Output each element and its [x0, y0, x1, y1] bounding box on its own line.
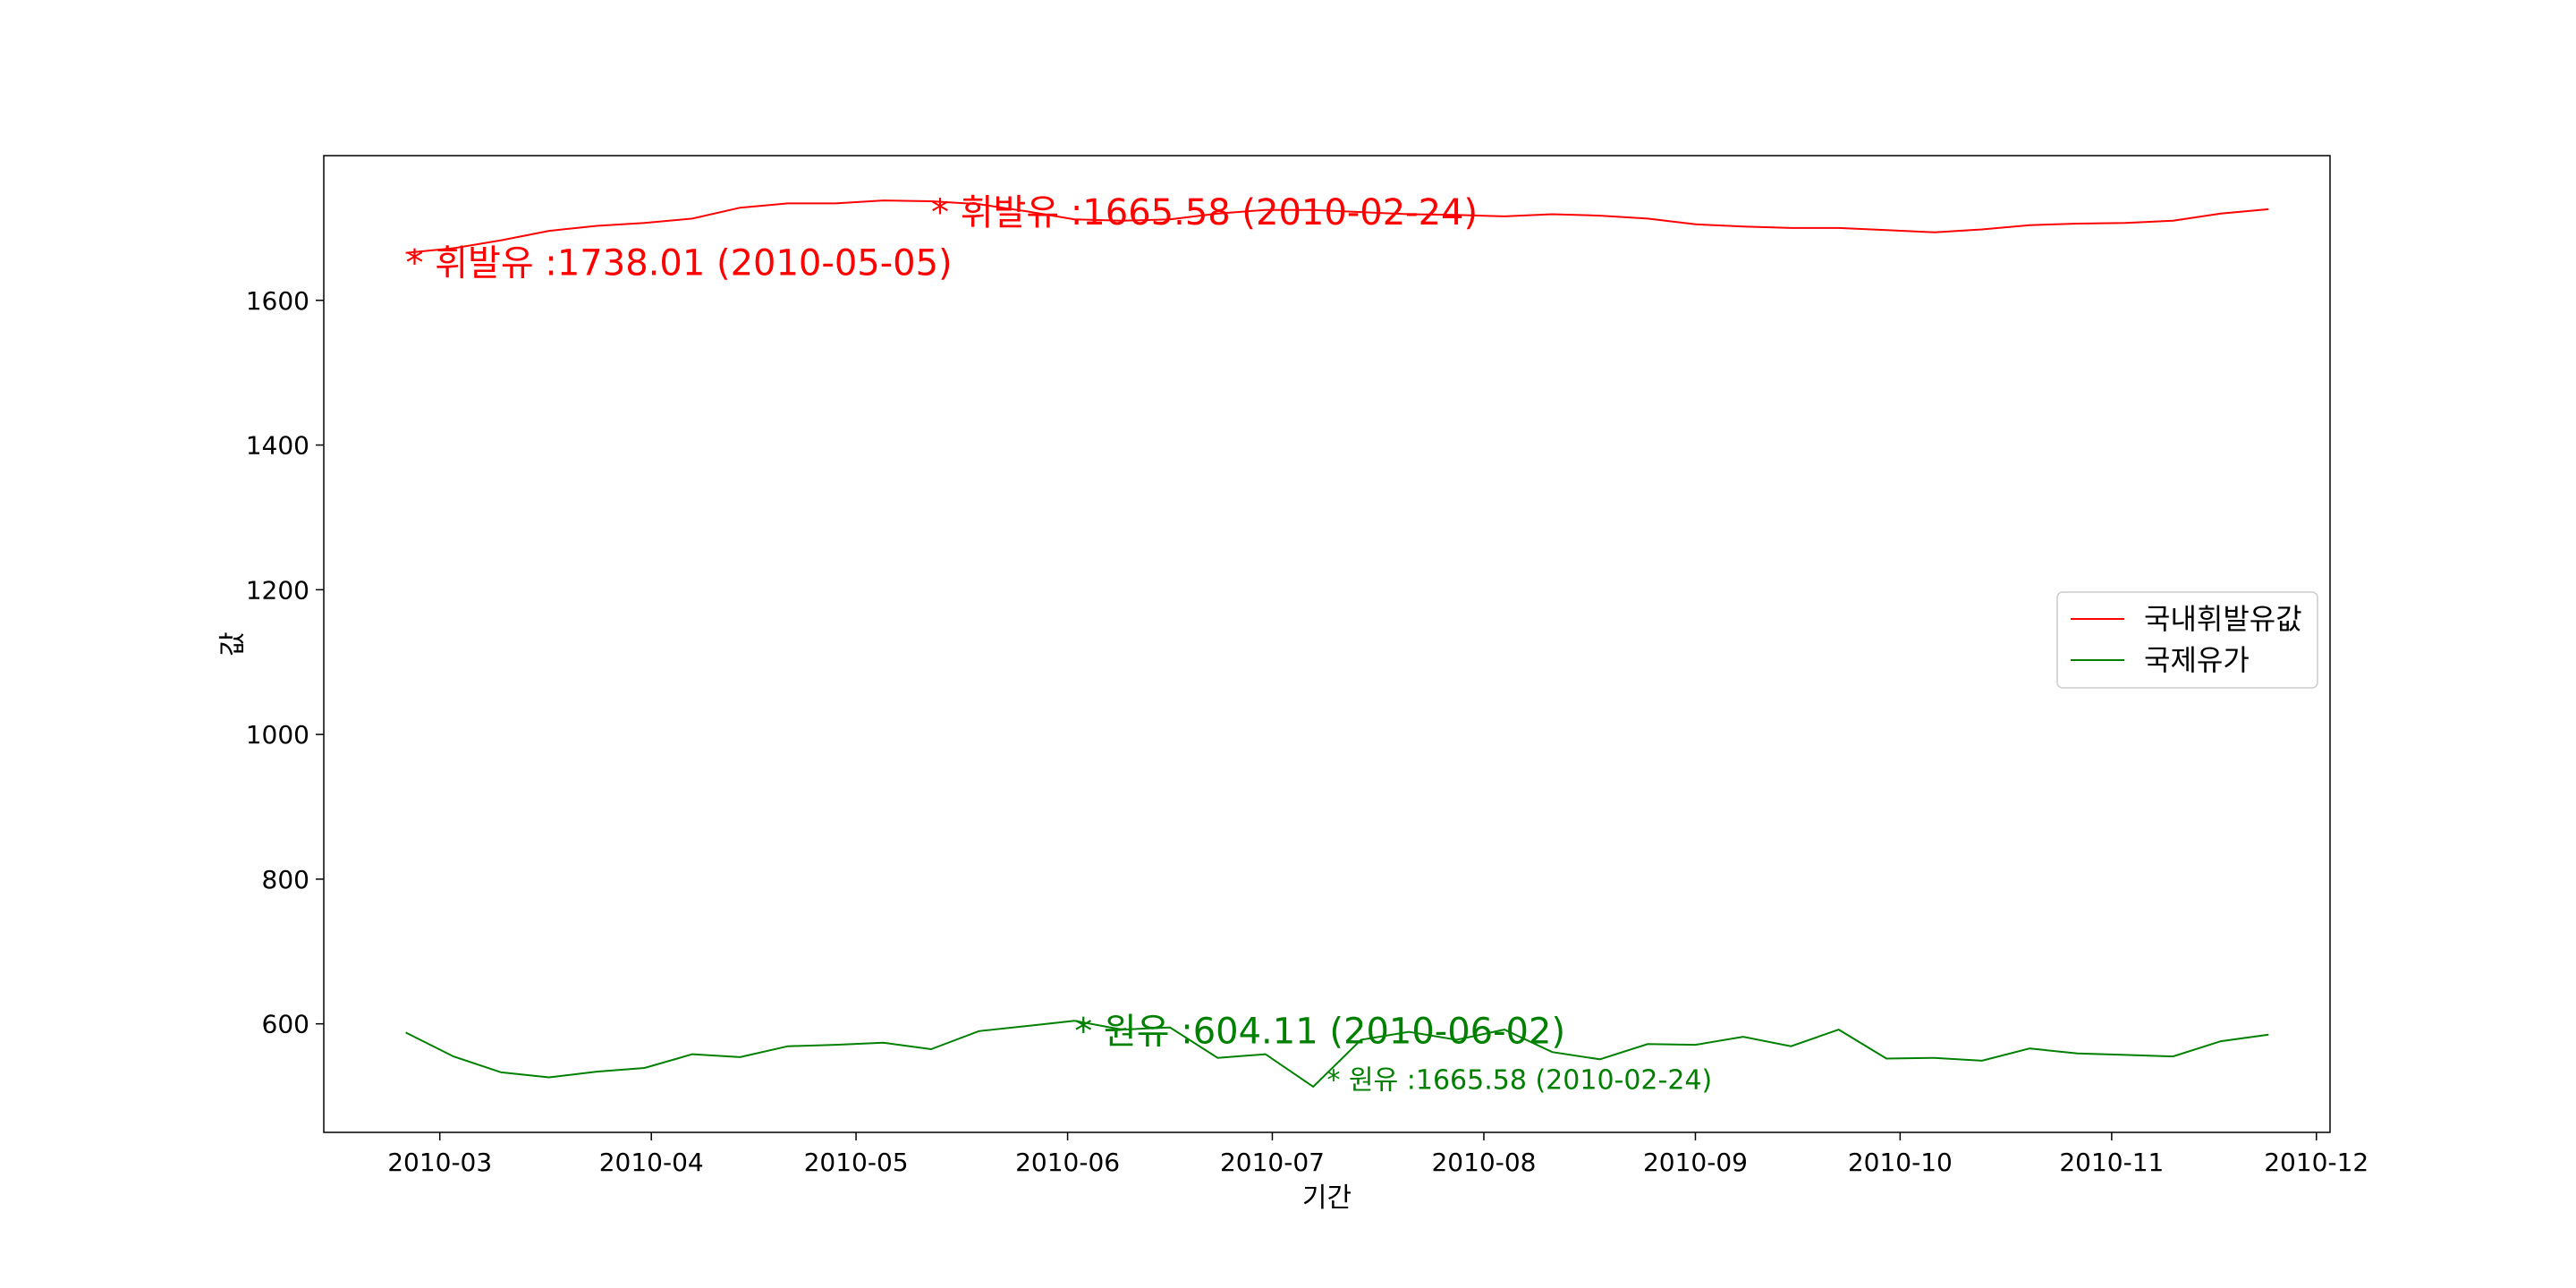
annotation-label: * 원유 :1665.58 (2010-02-24) [1327, 1064, 1713, 1096]
series-line-2 [405, 1020, 2269, 1089]
x-tick-label: 2010-09 [1643, 1148, 1748, 1177]
series-layer [405, 199, 2269, 1089]
y-tick-label: 1000 [246, 720, 309, 750]
series-line-1 [405, 199, 2269, 254]
y-axis: 600 800 1000 1200 1400 1600 [246, 286, 324, 1039]
y-tick-label: 1400 [246, 431, 309, 461]
annotation-layer: * 휘발유 :1665.58 (2010-02-24) * 휘발유 :1738.0… [406, 192, 1713, 1097]
plot-frame [323, 155, 2331, 1133]
y-axis-title: 값 [217, 631, 249, 657]
x-tick-label: 2010-08 [1431, 1148, 1536, 1177]
legend-box [2056, 591, 2318, 689]
x-axis: 2010-03 2010-04 2010-05 2010-06 2010-07 2010-… [387, 1132, 2368, 1177]
y-tick-label: 1200 [246, 575, 309, 605]
legend-label: 국내휘발유값 [2144, 602, 2302, 636]
x-tick-label: 2010-11 [2059, 1148, 2164, 1177]
x-tick-label: 2010-04 [599, 1148, 704, 1177]
legend-label: 국제유가 [2144, 643, 2250, 677]
annotation-label: * 휘발유 :1665.58 (2010-02-24) [931, 192, 1478, 233]
y-tick-label: 1600 [246, 286, 309, 316]
x-tick-label: 2010-03 [387, 1148, 492, 1177]
x-tick-label: 2010-07 [1220, 1148, 1325, 1177]
x-tick-label: 2010-06 [1015, 1148, 1120, 1177]
x-tick-label: 2010-05 [804, 1148, 909, 1177]
x-tick-label: 2010-12 [2264, 1148, 2368, 1177]
y-tick-label: 600 [262, 1010, 309, 1039]
annotation-label: * 휘발유 :1738.01 (2010-05-05) [406, 242, 953, 284]
annotation-label: * 원유 :604.11 (2010-06-02) [1074, 1012, 1565, 1053]
x-tick-label: 2010-10 [1848, 1148, 1953, 1177]
x-axis-title: 기간 [1302, 1182, 1352, 1214]
y-tick-label: 800 [262, 865, 309, 894]
